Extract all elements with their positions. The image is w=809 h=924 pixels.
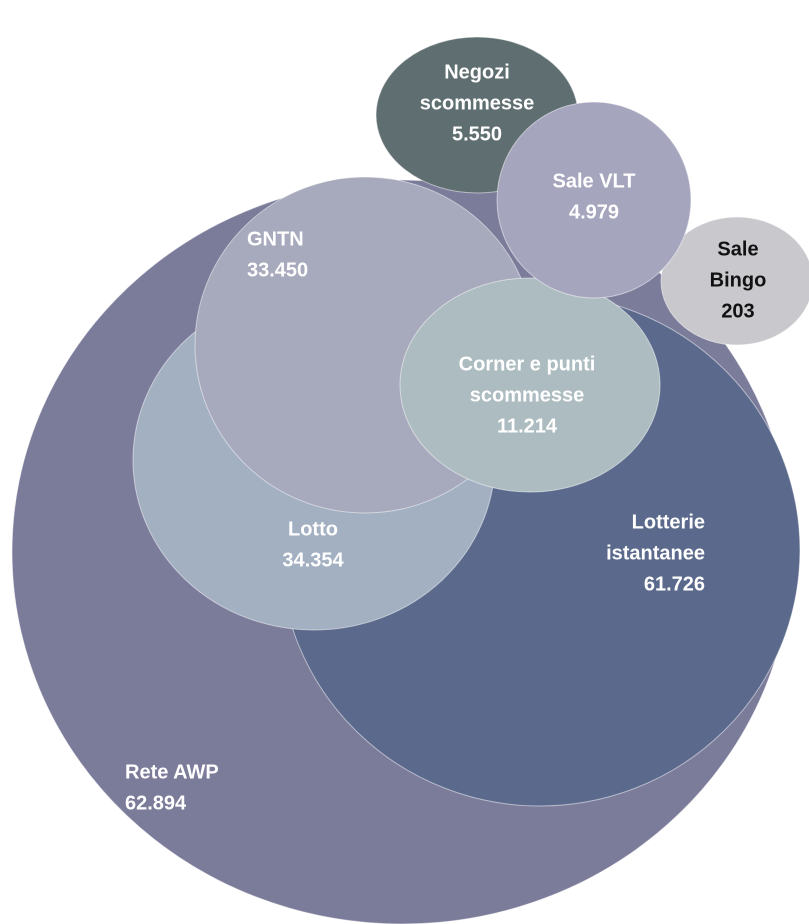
bubble-label: Bingo [710, 269, 767, 291]
bubble-label: scommesse [470, 384, 585, 406]
bubble-label: Sale VLT [553, 170, 636, 192]
bubble-label: scommesse [420, 92, 535, 114]
bubble-label: istantanee [606, 542, 705, 564]
bubble-label: Lotterie [632, 511, 705, 533]
bubble-value: 62.894 [125, 792, 187, 814]
bubble-value: 4.979 [569, 201, 619, 223]
bubble-value: 203 [721, 300, 754, 322]
bubble-value: 34.354 [282, 549, 344, 571]
bubble [399, 277, 661, 493]
bubble-label: Lotto [288, 518, 338, 540]
bubble-value: 61.726 [644, 573, 705, 595]
bubble [496, 101, 692, 299]
bubble-value: 5.550 [452, 123, 502, 145]
bubble-label: Negozi [444, 61, 510, 83]
bubble-label: Rete AWP [125, 761, 219, 783]
bubble-value: 33.450 [247, 259, 308, 281]
bubble [660, 216, 809, 346]
bubble-value: 11.214 [497, 415, 558, 437]
bubble-label: Corner e punti [459, 353, 596, 375]
bubble-label: Sale [717, 238, 758, 260]
bubble-label: GNTN [247, 228, 304, 250]
